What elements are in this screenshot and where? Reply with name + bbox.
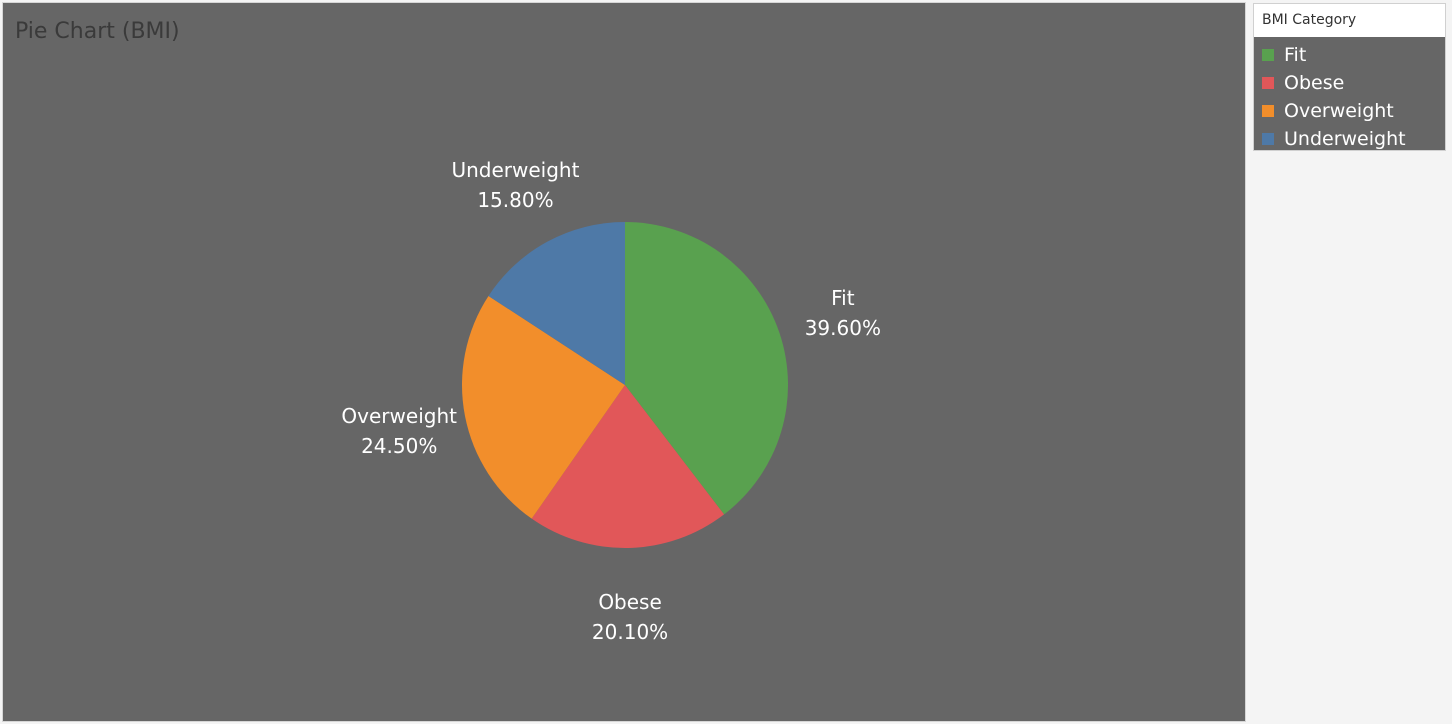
legend-label-underweight: Underweight [1284, 128, 1406, 150]
slice-label-underweight: Underweight [451, 158, 579, 182]
chart-title: Pie Chart (BMI) [15, 19, 180, 44]
slice-value-obese: 20.10% [592, 620, 668, 644]
slice-value-overweight: 24.50% [361, 434, 437, 458]
pie-slices [461, 222, 788, 548]
legend-label-obese: Obese [1284, 72, 1345, 94]
legend-panel: BMI Category Fit Obese Overweight Underw… [1253, 3, 1446, 151]
slice-value-underweight: 15.80% [477, 188, 553, 212]
pie-slice-overweight[interactable] [461, 295, 625, 519]
legend-swatch-obese [1262, 77, 1274, 89]
pie-slice-underweight[interactable] [488, 222, 625, 385]
legend-item-fit[interactable]: Fit [1254, 41, 1445, 69]
legend-swatch-underweight [1262, 133, 1274, 145]
slice-label-fit: Fit [831, 286, 855, 310]
legend-item-overweight[interactable]: Overweight [1254, 97, 1445, 125]
legend-swatch-fit [1262, 49, 1274, 61]
legend-list: Fit Obese Overweight Underweight [1254, 37, 1445, 153]
pie-labels: Fit 39.60% Obese 20.10% Overweight 24.50% Unde… [341, 158, 881, 644]
legend-label-fit: Fit [1284, 44, 1307, 66]
slice-label-overweight: Overweight [341, 404, 457, 428]
legend-item-underweight[interactable]: Underweight [1254, 125, 1445, 153]
slice-value-fit: 39.60% [805, 316, 881, 340]
legend-title: BMI Category [1254, 4, 1445, 37]
pie-chart: Fit 39.60% Obese 20.10% Overweight 24.50% Unde… [341, 158, 881, 644]
legend-item-obese[interactable]: Obese [1254, 69, 1445, 97]
pie-slice-obese[interactable] [531, 385, 725, 548]
legend-label-overweight: Overweight [1284, 100, 1394, 122]
pie-slice-fit[interactable] [625, 222, 788, 515]
slice-label-obese: Obese [598, 590, 661, 614]
chart-pane: Pie Chart (BMI) Fit 39.60% Obese 20.10% Over… [2, 2, 1246, 722]
legend-swatch-overweight [1262, 105, 1274, 117]
